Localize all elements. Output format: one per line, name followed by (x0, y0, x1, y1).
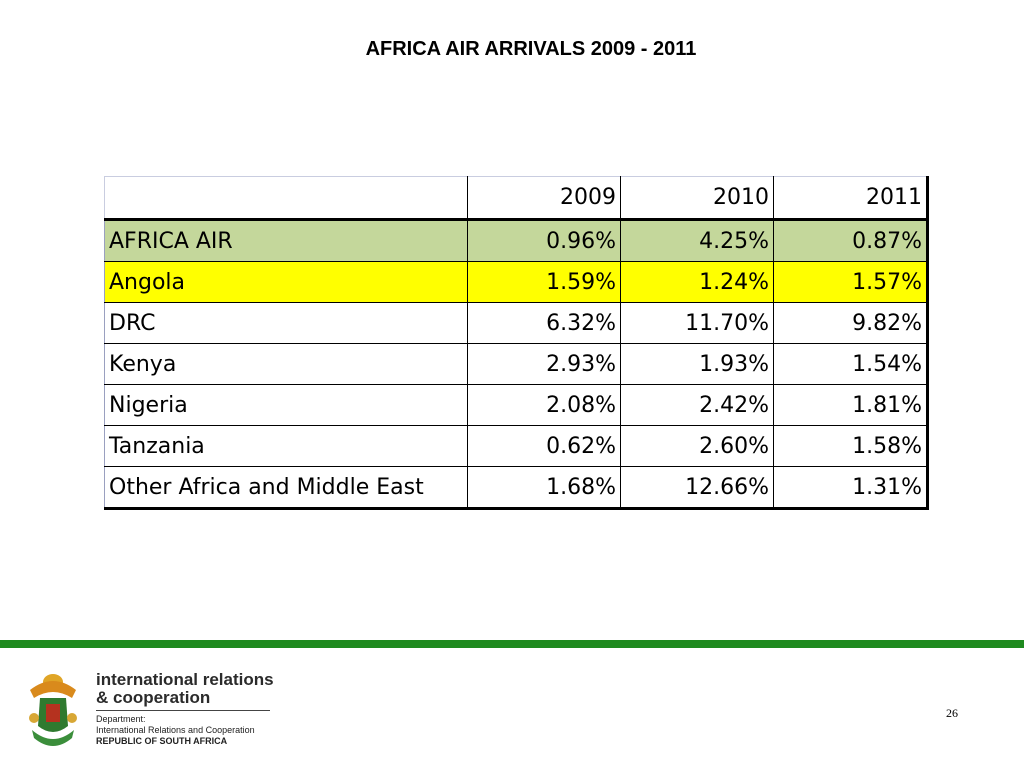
row-label: Angola (104, 261, 468, 303)
row-value-2009: 2.08% (467, 384, 621, 426)
brand-line-1: international relations (96, 670, 274, 689)
row-label: Tanzania (104, 425, 468, 467)
row-value-2009: 2.93% (467, 343, 621, 385)
row-value-2010: 1.24% (620, 261, 774, 303)
row-value-2009: 0.96% (467, 219, 621, 262)
department-name: International Relations and Cooperation (96, 725, 255, 735)
header-cell-2011: 2011 (773, 176, 929, 221)
footer-logo: international relations & cooperation De… (22, 668, 302, 756)
slide-title: AFRICA AIR ARRIVALS 2009 - 2011 (365, 38, 697, 60)
department-label: Department: (96, 714, 146, 724)
footer-green-bar (0, 640, 1024, 648)
header-cell-2009: 2009 (467, 176, 621, 221)
row-label: Kenya (104, 343, 468, 385)
row-value-2009: 6.32% (467, 302, 621, 344)
row-value-2009: 1.68% (467, 466, 621, 510)
table-row: DRC 6.32% 11.70% 9.82% (104, 302, 929, 344)
table-row: Nigeria 2.08% 2.42% 1.81% (104, 384, 929, 426)
table-row: AFRICA AIR 0.96% 4.25% 0.87% (104, 219, 929, 262)
arrivals-table-container: 2009 2010 2011 AFRICA AIR 0.96% 4.25% 0.87%… (104, 176, 929, 510)
row-label: Nigeria (104, 384, 468, 426)
row-value-2011: 1.54% (773, 343, 929, 385)
table-row: Kenya 2.93% 1.93% 1.54% (104, 343, 929, 385)
row-value-2011: 0.87% (773, 219, 929, 262)
row-value-2009: 0.62% (467, 425, 621, 467)
row-value-2010: 1.93% (620, 343, 774, 385)
row-value-2010: 12.66% (620, 466, 774, 510)
row-value-2011: 1.58% (773, 425, 929, 467)
table-header-row: 2009 2010 2011 (104, 176, 929, 221)
header-cell-empty (104, 176, 468, 221)
country-name: REPUBLIC OF SOUTH AFRICA (96, 736, 228, 746)
row-value-2009: 1.59% (467, 261, 621, 303)
row-label: Other Africa and Middle East (104, 466, 468, 510)
row-value-2011: 1.81% (773, 384, 929, 426)
table-row: Angola 1.59% 1.24% 1.57% (104, 261, 929, 303)
brand-divider (96, 710, 270, 711)
row-value-2010: 2.42% (620, 384, 774, 426)
table-row: Tanzania 0.62% 2.60% 1.58% (104, 425, 929, 467)
row-value-2011: 9.82% (773, 302, 929, 344)
row-value-2011: 1.57% (773, 261, 929, 303)
row-value-2011: 1.31% (773, 466, 929, 510)
header-cell-2010: 2010 (620, 176, 774, 221)
row-label: DRC (104, 302, 468, 344)
row-value-2010: 4.25% (620, 219, 774, 262)
arrivals-table-body: 2009 2010 2011 AFRICA AIR 0.96% 4.25% 0.87%… (104, 176, 929, 510)
row-label: AFRICA AIR (104, 219, 468, 262)
page-number: 26 (946, 706, 958, 720)
brand-line-2: & cooperation (96, 688, 211, 707)
coat-of-arms-icon (29, 674, 77, 746)
arrivals-table: 2009 2010 2011 AFRICA AIR 0.96% 4.25% 0.87%… (104, 176, 929, 510)
table-row: Other Africa and Middle East 1.68% 12.66% 1… (104, 466, 929, 510)
row-value-2010: 11.70% (620, 302, 774, 344)
row-value-2010: 2.60% (620, 425, 774, 467)
